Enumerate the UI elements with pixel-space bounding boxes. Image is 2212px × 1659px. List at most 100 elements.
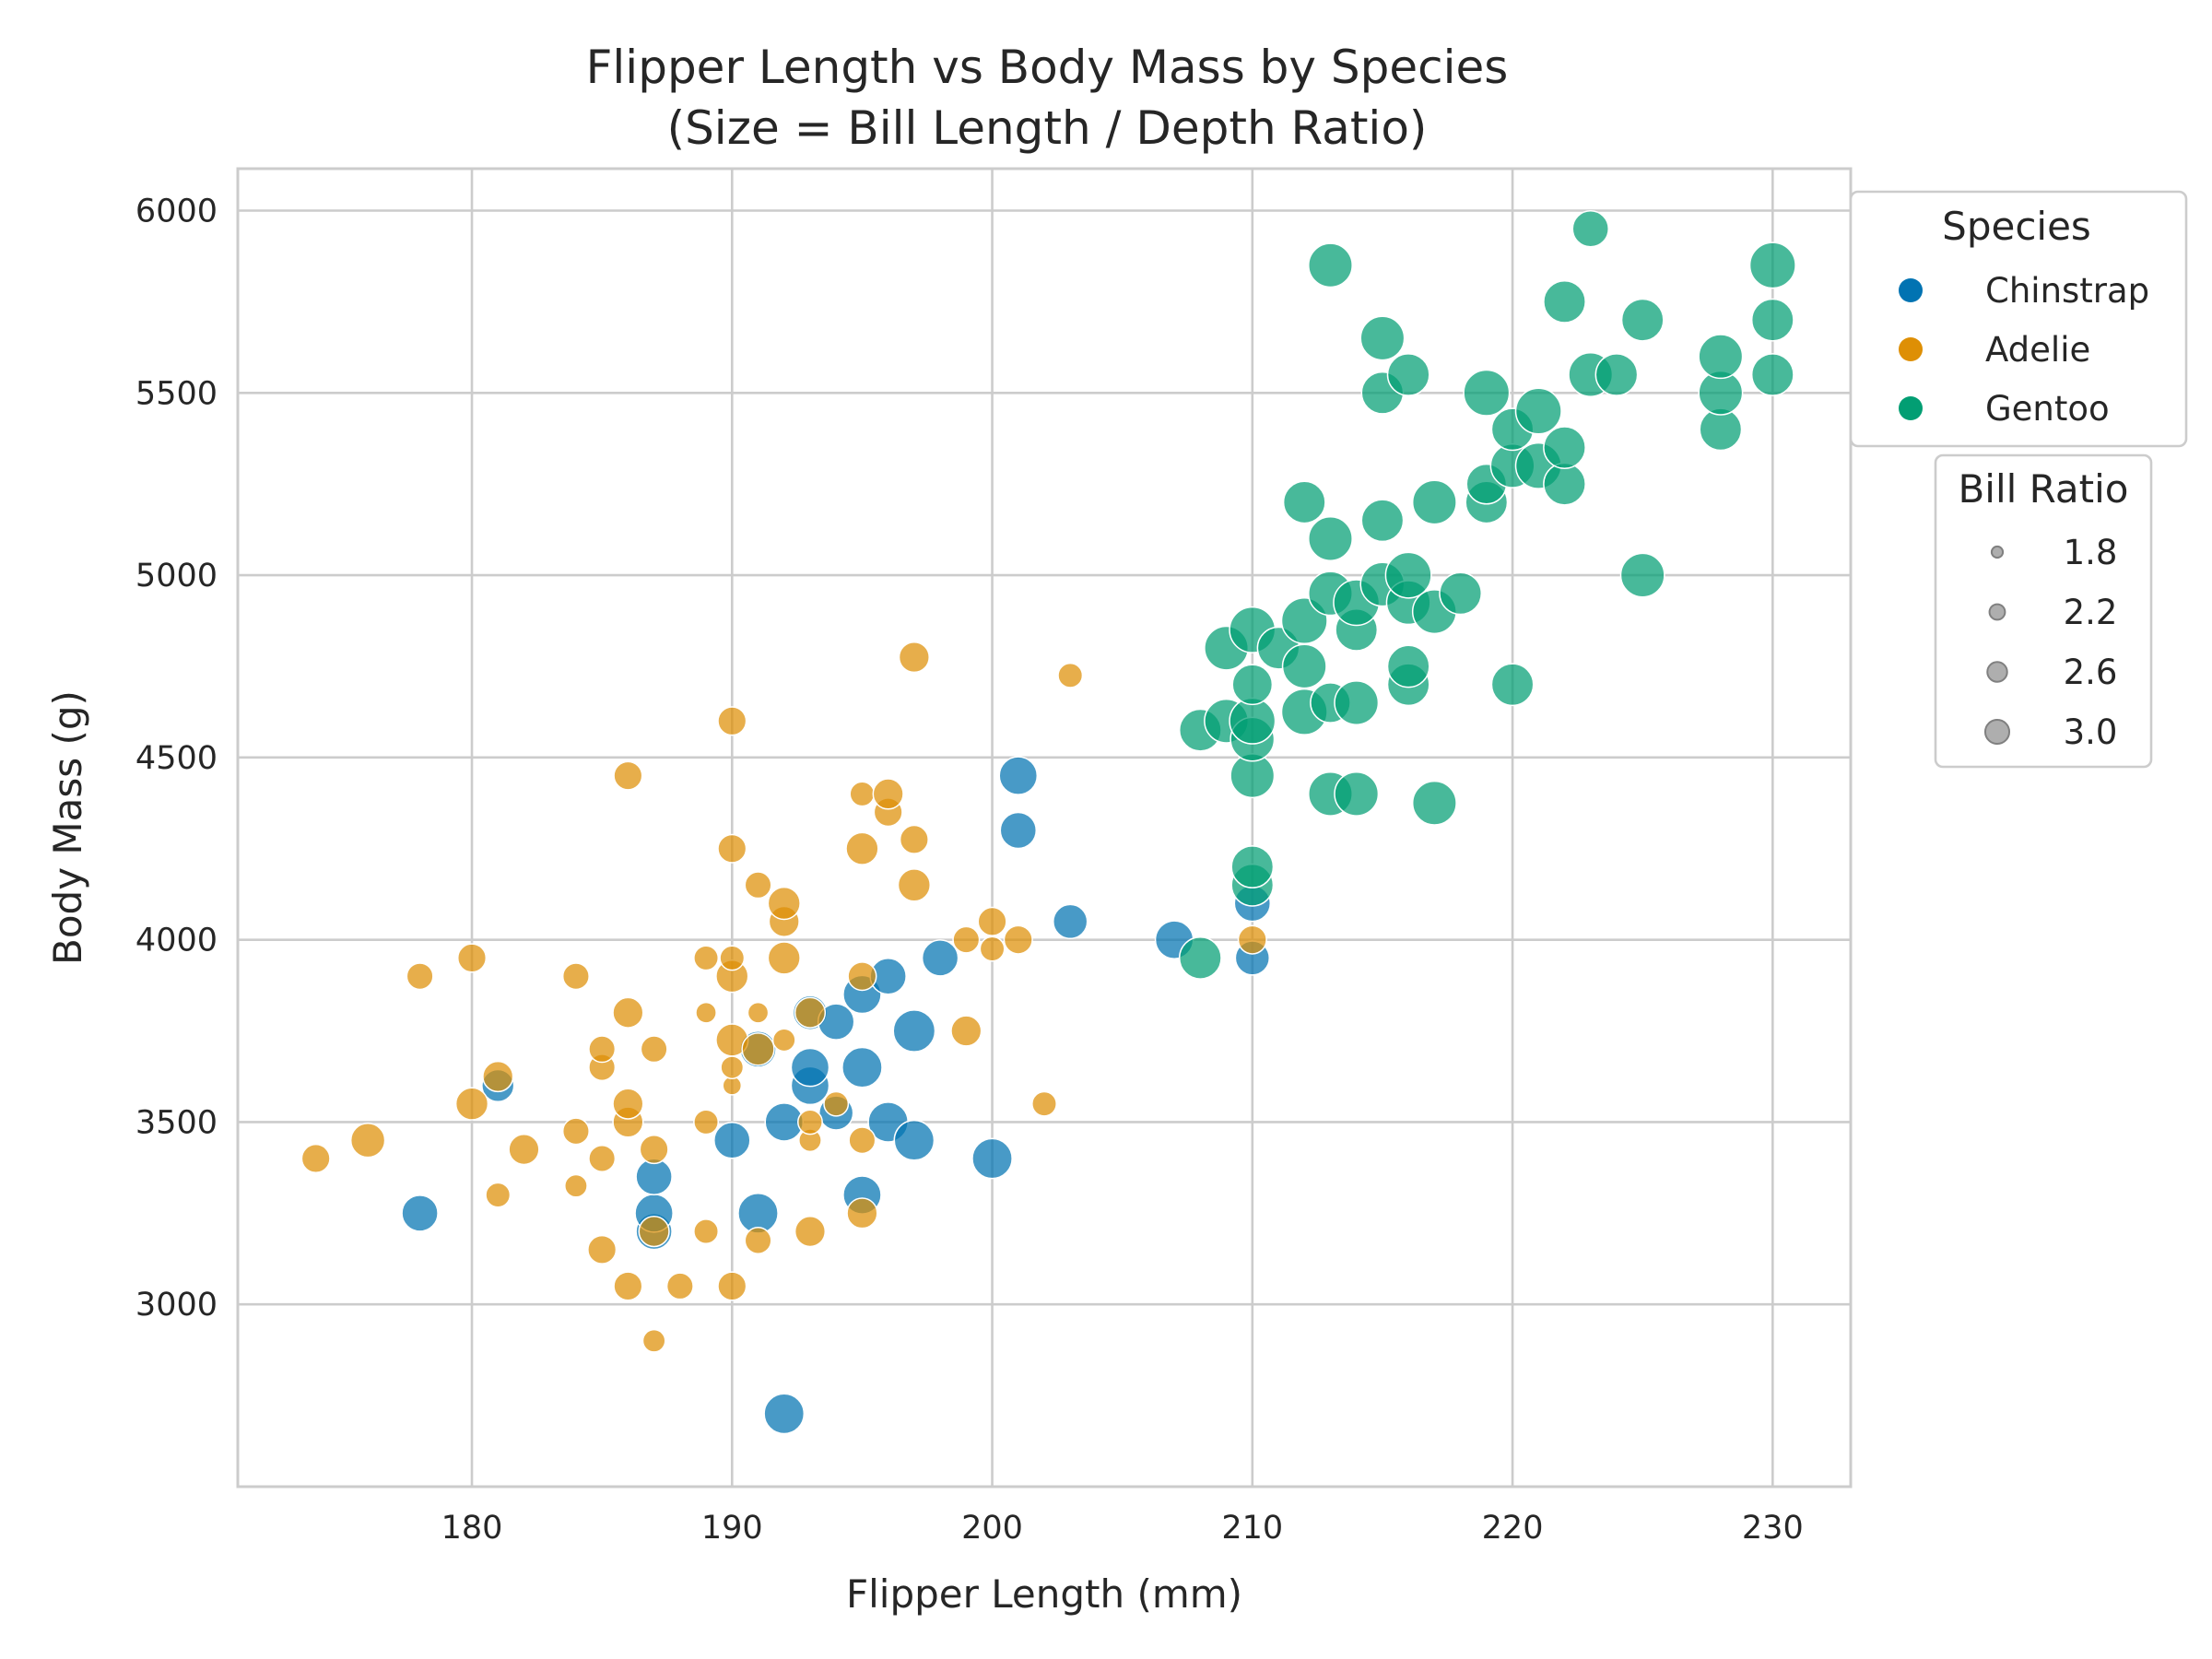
data-point	[1439, 571, 1483, 616]
x-tick-label: 220	[1482, 1510, 1544, 1547]
data-point	[1334, 771, 1380, 817]
data-point	[1386, 644, 1430, 688]
data-point	[1360, 499, 1405, 543]
chart-title: Flipper Length vs Body Mass by Species	[586, 41, 1509, 94]
data-point	[1308, 516, 1353, 561]
x-axis-label: Flipper Length (mm)	[846, 1571, 1242, 1617]
data-point	[1281, 643, 1327, 689]
data-point	[588, 1144, 617, 1172]
size-legend-label: 2.6	[2064, 653, 2118, 692]
data-point	[485, 1182, 512, 1208]
x-tick-label: 180	[441, 1510, 503, 1547]
data-point	[1411, 780, 1457, 826]
data-point	[564, 1173, 588, 1198]
data-point	[588, 1035, 617, 1064]
data-point	[717, 706, 747, 736]
data-point	[1514, 387, 1562, 435]
data-point	[1698, 334, 1744, 380]
data-point	[1057, 662, 1084, 688]
data-point	[561, 962, 590, 991]
data-point	[1619, 552, 1665, 598]
data-point	[561, 1117, 590, 1146]
data-point	[847, 961, 877, 992]
series-adelie	[300, 641, 1267, 1353]
data-point	[613, 1271, 643, 1301]
series-gentoo	[1178, 210, 1796, 980]
species-legend-title: Species	[1942, 204, 2091, 249]
data-point	[612, 1088, 644, 1120]
size-entries: 1.8 2.2 2.6 3.0	[1983, 533, 2118, 752]
data-point	[744, 1226, 772, 1254]
data-point	[841, 1046, 883, 1088]
data-point	[872, 778, 904, 810]
data-point	[300, 1143, 331, 1174]
legend-marker	[1899, 337, 1923, 361]
data-point	[999, 811, 1038, 850]
data-point	[977, 906, 1007, 936]
data-point	[665, 1272, 694, 1300]
data-point	[693, 945, 720, 971]
data-point	[693, 1109, 720, 1135]
legend-marker	[1899, 396, 1923, 420]
data-point	[1543, 279, 1586, 324]
data-point	[349, 1123, 386, 1159]
data-point	[406, 962, 434, 991]
data-point	[845, 831, 879, 865]
data-point	[797, 1109, 823, 1135]
data-point	[1594, 353, 1639, 396]
data-point	[823, 1090, 850, 1117]
data-point	[1334, 680, 1380, 725]
data-point	[794, 1215, 827, 1248]
y-tick-label: 4000	[135, 923, 218, 959]
y-axis-label: Body Mass (g)	[45, 690, 90, 965]
size-legend-label: 2.2	[2064, 593, 2118, 632]
data-point	[1748, 241, 1796, 289]
data-point	[1750, 353, 1794, 396]
data-point	[1003, 924, 1033, 955]
data-point	[848, 1126, 877, 1155]
data-point	[763, 1393, 806, 1435]
y-tick-label: 5000	[135, 558, 218, 594]
data-point	[1231, 664, 1274, 706]
data-point	[1411, 479, 1457, 525]
data-point	[719, 945, 746, 971]
data-point	[1230, 845, 1275, 888]
data-point	[639, 1135, 669, 1165]
size-legend-box	[1934, 453, 2153, 769]
x-tick-label: 200	[961, 1510, 1023, 1547]
species-legend: Species Chinstrap Adelie Gentoo	[1849, 190, 2188, 448]
data-point	[1620, 298, 1665, 342]
data-point	[1463, 369, 1511, 417]
chart-subtitle: (Size = Bill Length / Depth Ratio)	[667, 101, 1428, 155]
x-tick-label: 190	[701, 1510, 763, 1547]
data-point	[693, 1218, 720, 1245]
size-legend-label: 1.8	[2064, 533, 2118, 572]
species-entries: Chinstrap Adelie Gentoo	[1899, 271, 2149, 429]
data-point	[1359, 315, 1406, 361]
size-legend: Bill Ratio 1.8 2.2 2.6 3.0	[1934, 453, 2153, 769]
x-tick-label: 210	[1221, 1510, 1283, 1547]
data-point	[921, 939, 959, 977]
size-legend-title: Bill Ratio	[1958, 466, 2128, 512]
size-legend-marker	[1986, 661, 2008, 683]
x-tick-label: 230	[1742, 1510, 1804, 1547]
data-point	[695, 1001, 717, 1024]
data-point	[717, 833, 747, 864]
tick-labels: 180 190 200 210 220 230 3000 3500 4000 4500 5000 55…	[135, 193, 1804, 1547]
size-legend-marker	[1990, 545, 2005, 559]
data-point	[482, 1060, 514, 1093]
data-point	[897, 868, 932, 902]
data-point	[952, 925, 981, 954]
data-point	[717, 1271, 747, 1301]
data-point	[720, 1055, 745, 1079]
y-tick-label: 5500	[135, 375, 218, 412]
species-legend-box	[1849, 190, 2188, 448]
data-point	[790, 1047, 830, 1088]
data-point	[899, 824, 929, 854]
data-point	[1750, 298, 1794, 342]
data-point	[1178, 936, 1222, 980]
data-point	[1282, 480, 1326, 524]
data-point	[741, 1032, 775, 1066]
data-point	[613, 760, 643, 791]
